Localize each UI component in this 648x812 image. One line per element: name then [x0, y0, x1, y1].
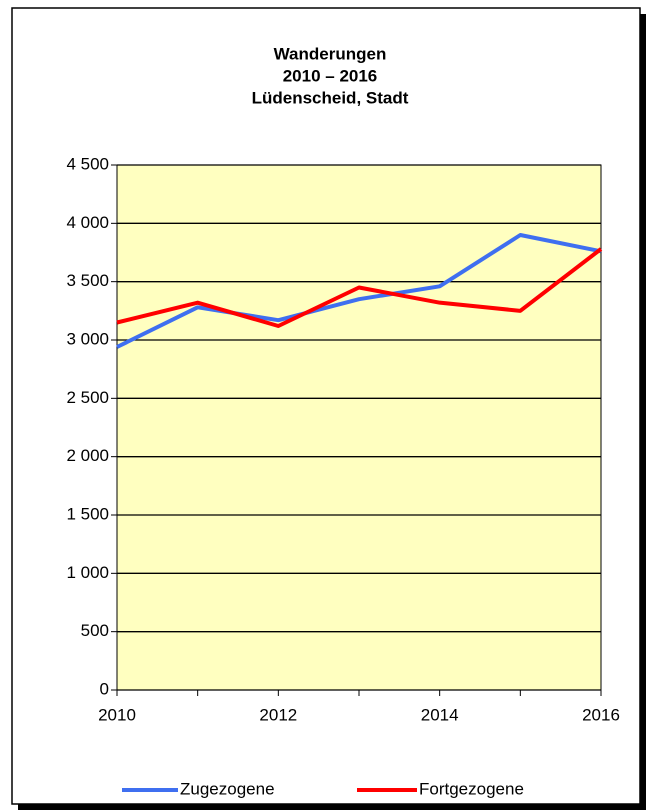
legend-label: Zugezogene: [180, 779, 275, 798]
plot-area: [116, 164, 602, 691]
y-tick-label: 0: [100, 679, 109, 698]
y-tick-label: 3 000: [66, 329, 109, 348]
data-line: [116, 247, 603, 328]
data-line: [116, 233, 602, 349]
y-tick-label: 500: [81, 621, 109, 640]
x-tick-label: 2016: [582, 705, 620, 724]
legend-label: Fortgezogene: [419, 779, 524, 798]
x-tick-label: 2012: [259, 705, 297, 724]
y-tick-label: 4 500: [66, 154, 109, 173]
x-tick-label: 2010: [98, 705, 136, 724]
chart-title: 2010 – 2016: [283, 66, 378, 85]
y-tick-label: 2 000: [66, 446, 109, 465]
y-tick-label: 1 500: [66, 504, 109, 523]
y-tick-label: 1 000: [66, 563, 109, 582]
y-tick-label: 2 500: [66, 388, 109, 407]
chart-title: Wanderungen: [274, 44, 387, 63]
x-tick-label: 2014: [421, 705, 459, 724]
y-tick-label: 4 000: [66, 213, 109, 232]
chart-title: Lüdenscheid, Stadt: [252, 88, 409, 107]
y-tick-label: 3 500: [66, 271, 109, 290]
